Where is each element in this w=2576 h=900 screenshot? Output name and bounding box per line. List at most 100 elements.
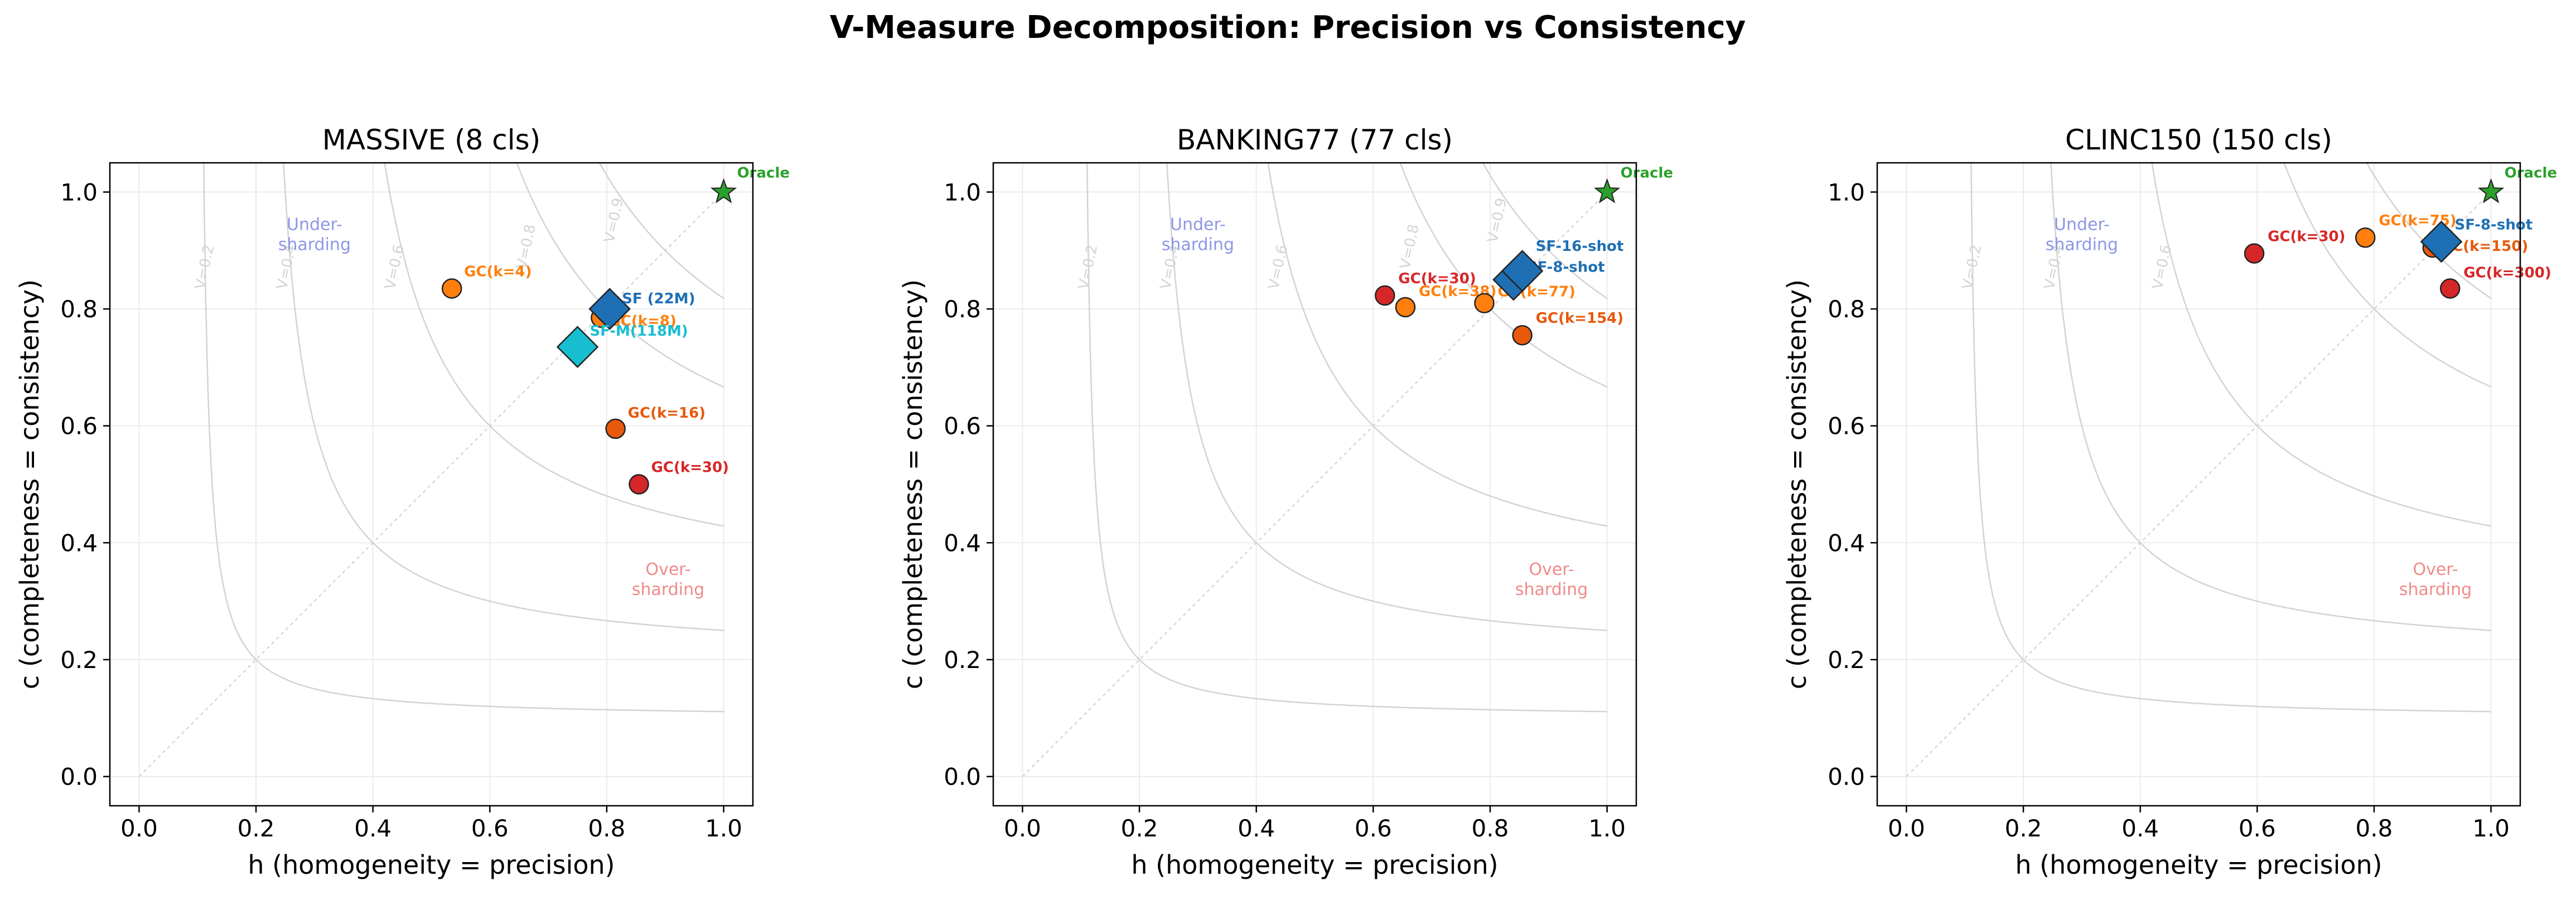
data-point xyxy=(629,474,649,495)
data-point xyxy=(605,418,626,439)
over-sharding-label: Over- xyxy=(2413,560,2458,579)
panel-title: CLINC150 (150 cls) xyxy=(2065,124,2332,156)
over-sharding-label: Over- xyxy=(1529,560,1574,579)
contour-label: V=0.8 xyxy=(1397,223,1423,270)
contour-label: V=0.2 xyxy=(1959,243,1985,291)
figure-title: V-Measure Decomposition: Precision vs Co… xyxy=(830,9,1746,46)
axes-frame xyxy=(109,162,754,807)
data-point xyxy=(1474,293,1495,313)
contour-label: V=0.6 xyxy=(1265,243,1291,291)
data-point xyxy=(441,278,462,299)
v-contour-line xyxy=(1267,163,1608,527)
data-point xyxy=(1512,325,1533,346)
x-tick-label: 0.8 xyxy=(2356,815,2393,842)
under-sharding-label: Under- xyxy=(1170,215,1226,235)
data-point xyxy=(2477,178,2505,204)
y-tick-label: 0.0 xyxy=(944,763,981,791)
chart-panel-3: V=0.2 V=0.4 V=0.6Under-shardingOver-shardi… xyxy=(1782,124,2557,880)
data-point xyxy=(1501,250,1544,292)
panel-title: BANKING77 (77 cls) xyxy=(1177,124,1453,156)
y-tick-label: 0.2 xyxy=(1828,646,1865,674)
x-tick-label: 0.6 xyxy=(471,815,509,842)
x-tick-label: 0.0 xyxy=(1004,815,1041,842)
chart-panel-1: V=0.2 V=0.4 V=0.6 V=0.8V=0.9Under-shardingO… xyxy=(15,124,790,880)
point-label: GC(k=154) xyxy=(1536,310,1624,327)
point-label: GC(k=30) xyxy=(1398,270,1476,287)
v-contour-line xyxy=(2050,163,2492,631)
x-tick-label: 1.0 xyxy=(2472,815,2510,842)
y-axis-label: c (completeness = consistency) xyxy=(15,279,45,689)
x-tick-label: 0.6 xyxy=(1355,815,1392,842)
over-sharding-label: sharding xyxy=(1515,580,1588,599)
y-axis-label: c (completeness = consistency) xyxy=(1782,279,1812,689)
contour-label: V=0.6 xyxy=(382,243,408,291)
point-label: GC(k=4) xyxy=(464,263,531,280)
under-sharding-label: sharding xyxy=(1162,235,1234,255)
x-tick-label: 0.8 xyxy=(588,815,626,842)
y-tick-label: 0.2 xyxy=(944,646,981,674)
y-tick-label: 0.2 xyxy=(60,646,98,674)
x-axis-label: h (homogeneity = precision) xyxy=(1131,850,1498,880)
contour-label: V=0.2 xyxy=(1075,243,1101,291)
v-contour-line xyxy=(1166,163,1608,631)
point-label: Oracle xyxy=(1621,164,1673,181)
x-tick-label: 0.2 xyxy=(238,815,275,842)
contour-label: V=0.9 xyxy=(601,196,627,244)
x-tick-label: 0.4 xyxy=(354,815,392,842)
data-point xyxy=(1375,285,1395,306)
data-point xyxy=(588,288,631,330)
plot-area: V=0.2 V=0.4 V=0.6 xyxy=(1906,163,2492,777)
y-axis-label: c (completeness = consistency) xyxy=(898,279,928,689)
plot-area: V=0.2 V=0.4 V=0.6 V=0.8V=0.9 xyxy=(1022,163,1608,777)
v-contour-line xyxy=(203,163,724,713)
under-sharding-label: sharding xyxy=(278,235,351,255)
point-label: GC(k=30) xyxy=(651,459,729,476)
point-label: GC(k=300) xyxy=(2463,264,2551,281)
over-sharding-label: Over- xyxy=(645,560,690,579)
x-tick-label: 1.0 xyxy=(1588,815,1626,842)
data-point xyxy=(2355,227,2376,248)
under-sharding-label: sharding xyxy=(2046,235,2118,255)
over-sharding-label: sharding xyxy=(2399,580,2472,599)
axes-frame xyxy=(1876,162,2521,807)
data-point xyxy=(556,326,599,368)
y-tick-label: 0.6 xyxy=(1828,413,1865,440)
contour-label: V=0.6 xyxy=(2149,243,2175,291)
y-tick-label: 0.6 xyxy=(944,413,981,440)
y-tick-label: 1.0 xyxy=(60,178,98,206)
data-point xyxy=(2420,220,2463,263)
data-point xyxy=(1593,178,1621,204)
x-axis-label: h (homogeneity = precision) xyxy=(248,850,615,880)
plot-area: V=0.2 V=0.4 V=0.6 V=0.8V=0.9 xyxy=(138,163,724,777)
v-contour-line xyxy=(1970,163,2492,713)
x-tick-label: 0.4 xyxy=(2121,815,2159,842)
x-tick-label: 0.4 xyxy=(1238,815,1275,842)
x-axis-label: h (homogeneity = precision) xyxy=(2015,850,2382,880)
under-sharding-label: Under- xyxy=(287,215,342,235)
y-tick-label: 0.0 xyxy=(1828,763,1865,791)
x-tick-label: 0.6 xyxy=(2239,815,2276,842)
v-contour-line xyxy=(283,163,724,631)
under-sharding-label: Under- xyxy=(2054,215,2110,235)
point-label: SF-M(118M) xyxy=(590,323,688,340)
y-tick-label: 0.6 xyxy=(60,413,98,440)
data-point xyxy=(1395,297,1416,318)
v-contour-line xyxy=(1086,163,1608,713)
y-tick-label: 0.4 xyxy=(60,529,98,557)
over-sharding-label: sharding xyxy=(632,580,704,599)
v-contour-line xyxy=(2366,163,2492,299)
x-tick-label: 0.8 xyxy=(1472,815,1509,842)
point-label: SF-16-shot xyxy=(1536,238,1624,255)
data-point xyxy=(2439,278,2461,299)
x-tick-label: 0.2 xyxy=(1121,815,1158,842)
diagonal-line xyxy=(1906,191,2492,777)
y-tick-label: 0.4 xyxy=(1828,529,1865,557)
axes-frame xyxy=(992,162,1637,807)
data-point xyxy=(2244,243,2265,264)
point-label: Oracle xyxy=(2505,164,2557,181)
y-tick-label: 0.0 xyxy=(60,763,98,791)
x-tick-label: 1.0 xyxy=(705,815,742,842)
x-tick-label: 0.2 xyxy=(2005,815,2042,842)
y-tick-label: 0.4 xyxy=(944,529,981,557)
